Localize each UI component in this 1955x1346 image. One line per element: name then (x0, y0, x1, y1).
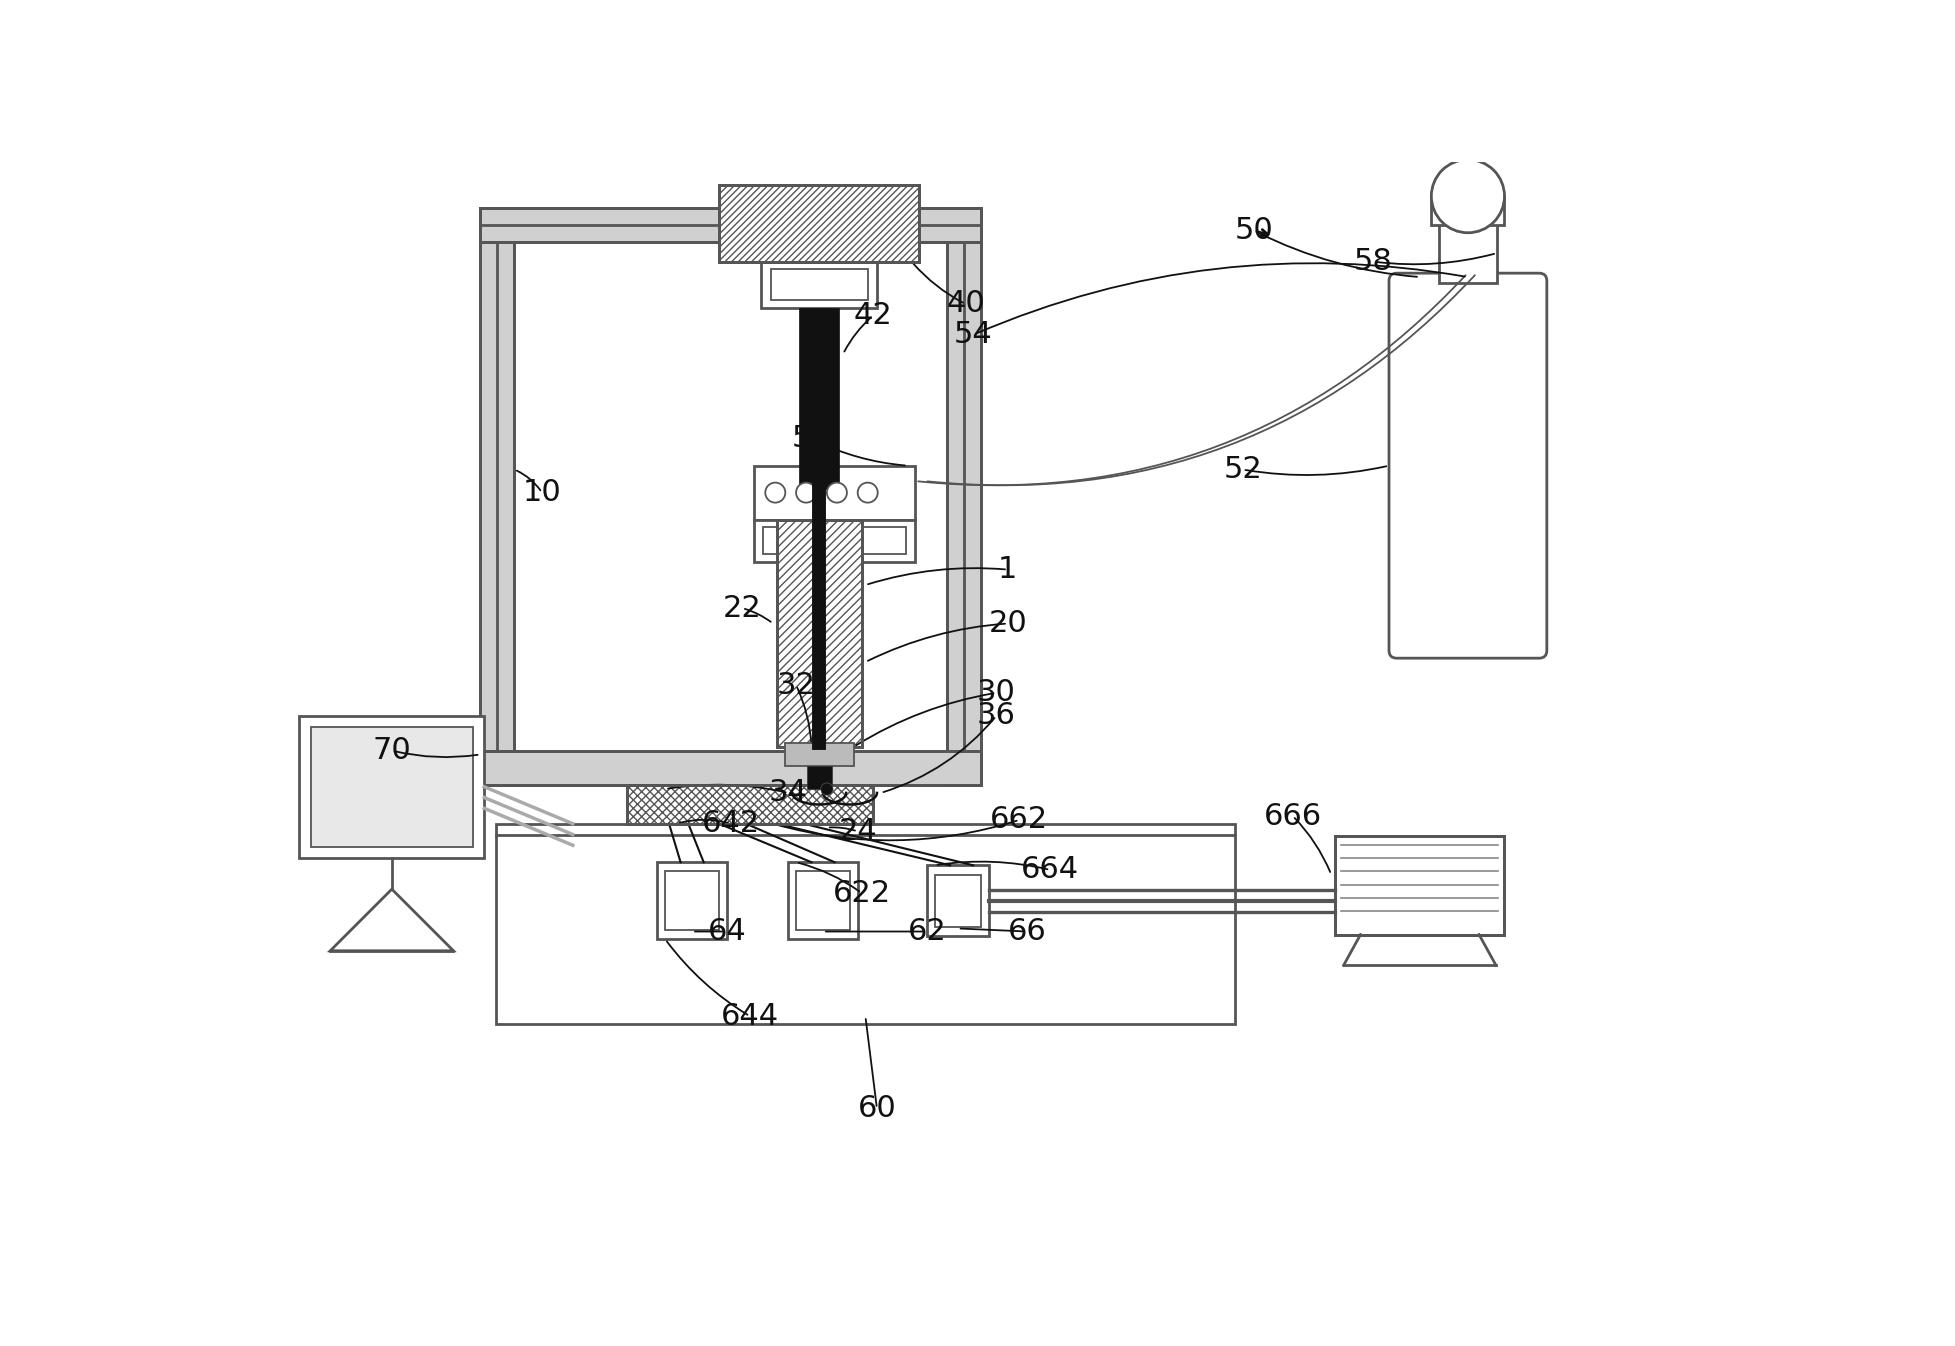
Bar (946, 207, 979, 785)
Text: 50: 50 (1234, 217, 1273, 245)
Bar (1439, 223, 1496, 283)
Bar (719, 184, 919, 261)
Text: 40: 40 (946, 289, 985, 319)
Circle shape (827, 483, 847, 502)
Bar (481, 207, 979, 241)
Text: 662: 662 (989, 805, 1048, 835)
Bar (770, 269, 868, 300)
Text: 30: 30 (976, 678, 1015, 707)
Bar (927, 865, 987, 935)
Bar (788, 863, 856, 940)
Bar (946, 207, 979, 785)
Bar (657, 863, 727, 940)
Bar (807, 766, 831, 789)
Bar (481, 751, 979, 785)
Text: 642: 642 (702, 809, 759, 839)
Bar (481, 207, 979, 241)
Bar (800, 308, 839, 489)
Bar (665, 871, 719, 930)
Bar (481, 751, 979, 785)
Bar (796, 871, 850, 930)
Bar (719, 184, 919, 261)
Bar (481, 207, 514, 785)
Text: 10: 10 (522, 478, 561, 507)
Bar (753, 466, 915, 520)
Bar (776, 520, 860, 747)
Bar (626, 785, 872, 824)
Circle shape (1431, 160, 1503, 233)
Bar (760, 261, 876, 308)
Text: 64: 64 (708, 917, 745, 946)
Bar (311, 727, 473, 847)
Text: 664: 664 (1021, 856, 1079, 884)
Text: 42: 42 (852, 302, 891, 330)
Text: 60: 60 (856, 1094, 895, 1123)
Bar (495, 824, 1234, 1024)
Text: 62: 62 (907, 917, 946, 946)
Bar (299, 716, 485, 859)
Text: 24: 24 (839, 817, 876, 845)
Bar (934, 875, 979, 927)
Circle shape (821, 783, 833, 795)
FancyBboxPatch shape (1388, 273, 1546, 658)
Text: 666: 666 (1263, 801, 1322, 830)
Bar (762, 528, 905, 555)
Text: 36: 36 (976, 701, 1015, 731)
Text: 622: 622 (833, 879, 890, 907)
Text: 54: 54 (954, 320, 991, 349)
Bar (1431, 197, 1503, 225)
Text: 22: 22 (723, 594, 760, 623)
Text: 56: 56 (792, 424, 831, 454)
Text: 1: 1 (997, 555, 1017, 584)
Bar (753, 520, 915, 561)
Text: 66: 66 (1007, 917, 1046, 946)
Text: 644: 644 (721, 1001, 778, 1031)
Circle shape (796, 483, 815, 502)
Circle shape (856, 483, 878, 502)
Text: 52: 52 (1222, 455, 1261, 485)
Text: 34: 34 (768, 778, 807, 808)
Polygon shape (330, 890, 454, 950)
Bar (626, 785, 872, 824)
Bar (784, 743, 854, 766)
Text: 58: 58 (1353, 248, 1392, 276)
Bar (1335, 836, 1503, 934)
Bar (776, 520, 860, 747)
Bar (1335, 836, 1503, 934)
Text: 70: 70 (371, 736, 411, 765)
Text: 20: 20 (987, 608, 1026, 638)
Bar (481, 207, 514, 785)
Text: 32: 32 (776, 670, 815, 700)
Circle shape (764, 483, 784, 502)
